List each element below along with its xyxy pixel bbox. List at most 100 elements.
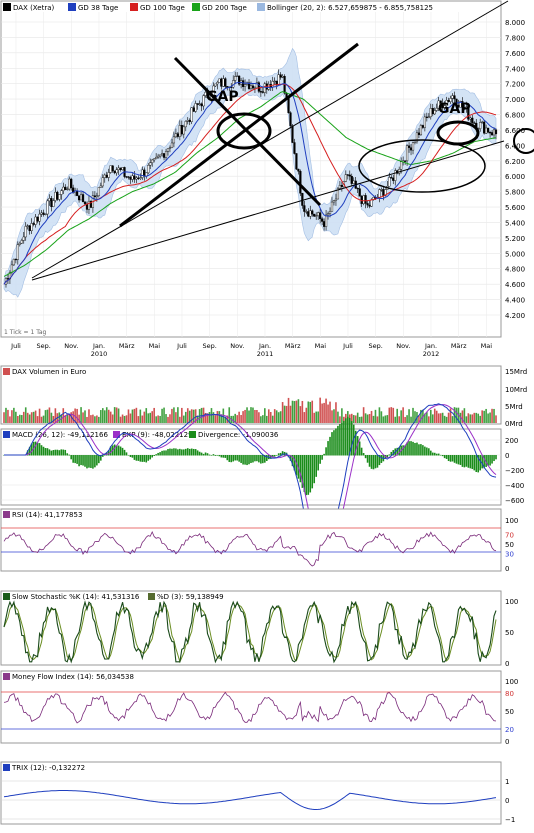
candle-body	[421, 125, 424, 128]
candle-body	[36, 216, 39, 222]
macd-hist-bar	[315, 455, 317, 477]
volume-bar	[94, 416, 96, 423]
macd-hist-bar	[289, 455, 292, 461]
candle-body	[455, 98, 458, 106]
volume-bar	[72, 411, 74, 423]
rsi-line	[3, 531, 497, 567]
macd-hist-bar	[305, 455, 308, 496]
candle-body	[68, 178, 71, 190]
candle-body	[356, 187, 359, 190]
candle-body	[188, 119, 191, 122]
volume-bar	[163, 407, 165, 423]
macd-hist-bar	[151, 455, 153, 458]
gd100-line	[3, 83, 497, 285]
volume-bar	[350, 413, 353, 423]
candle-body	[492, 129, 496, 136]
macd-hist-bar	[117, 445, 120, 456]
macd-hist-bar	[293, 455, 296, 471]
volume-bar	[232, 415, 235, 423]
macd-hist-bar	[429, 450, 432, 456]
macd-hist-bar	[113, 444, 116, 456]
volume-y-tick: 10Mrd	[505, 386, 527, 394]
macd-hist-bar	[88, 455, 90, 468]
volume-bar	[402, 407, 404, 423]
volume-bar	[64, 415, 67, 423]
volume-bar	[224, 416, 227, 423]
volume-bar	[151, 411, 153, 423]
candle-body	[234, 76, 237, 81]
macd-hist-bar	[244, 455, 246, 465]
volume-bar	[428, 416, 430, 423]
candle-body	[467, 106, 470, 120]
trendline-lower	[31, 140, 505, 281]
macd-hist-bar	[354, 430, 357, 456]
volume-y-tick: 5Mrd	[505, 403, 523, 411]
macd-hist-bar	[82, 455, 84, 466]
volume-bar	[167, 416, 169, 423]
price-y-tick: 7.400	[505, 65, 525, 73]
price-y-tick: 6.000	[505, 173, 525, 181]
rsi-y-axis: 100 70 50 30 0	[505, 517, 518, 573]
volume-bar	[364, 413, 367, 423]
price-y-tick: 4.600	[505, 281, 525, 289]
candle-body	[222, 78, 225, 87]
macd-hist-bar	[376, 455, 379, 468]
macd-hist-bar	[72, 455, 74, 463]
volume-bar	[289, 405, 292, 423]
volume-bar	[28, 414, 31, 423]
candle-body	[364, 195, 367, 204]
volume-bar	[408, 409, 410, 423]
macd-hist-bar	[388, 454, 391, 456]
macd-hist-bar	[240, 455, 242, 463]
volume-bar	[418, 415, 420, 423]
candle-body	[50, 198, 53, 207]
macd-hist-bar	[127, 454, 130, 456]
candle-body	[224, 78, 227, 87]
volume-bar	[82, 412, 84, 423]
volume-bar	[277, 412, 280, 423]
volume-bar	[400, 410, 402, 423]
volume-bar	[70, 412, 72, 423]
annotation-ellipse-edge	[513, 128, 534, 154]
candle-body	[479, 122, 482, 129]
volume-bar	[90, 415, 92, 423]
volume-bar	[297, 399, 300, 423]
volume-bar	[135, 407, 138, 423]
candle-body	[295, 153, 298, 170]
macd-hist-bar	[175, 448, 177, 456]
candle-body	[236, 75, 239, 77]
macd-hist-bar	[329, 436, 331, 456]
macd-hist-bar	[398, 447, 400, 456]
candle-body	[133, 175, 136, 180]
volume-bar	[469, 414, 472, 423]
candle-body	[200, 103, 203, 107]
candle-body	[439, 100, 442, 104]
macd-hist-bar	[192, 448, 195, 456]
legend-gd100: GD 100 Tage	[140, 4, 185, 12]
macd-hist-bar	[453, 455, 456, 463]
volume-bar	[234, 413, 236, 423]
volume-bar	[356, 412, 359, 423]
macd-hist-bar	[202, 453, 205, 456]
volume-bar	[15, 411, 17, 423]
volume-bar	[360, 416, 363, 423]
candle-body	[311, 210, 314, 215]
volume-bar	[96, 415, 98, 423]
volume-bar	[281, 402, 284, 423]
macd-hist-bar	[90, 455, 92, 468]
candle-body	[174, 133, 178, 138]
price-y-tick: 8.000	[505, 19, 525, 27]
macd-hist-bar	[196, 450, 199, 456]
macd-hist-bar	[291, 455, 294, 467]
volume-bar	[414, 411, 416, 423]
candle-body	[97, 187, 100, 197]
volume-bar	[252, 407, 254, 423]
candle-body	[257, 82, 260, 92]
candle-body	[190, 107, 193, 122]
candle-body	[267, 84, 270, 90]
candle-body	[113, 170, 116, 174]
candle-body	[127, 176, 130, 178]
candle-body	[299, 171, 302, 194]
candle-body	[443, 105, 446, 109]
